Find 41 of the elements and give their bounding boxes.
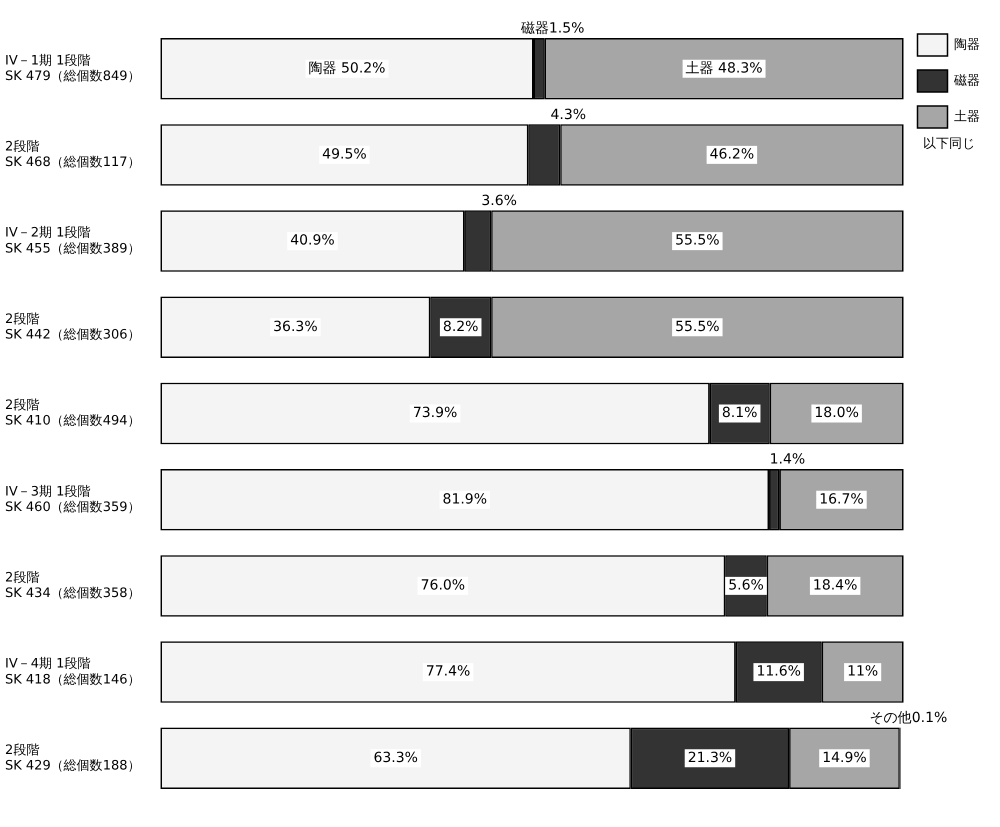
data-label: 40.9% bbox=[290, 232, 335, 249]
data-label: 土器 48.3% bbox=[686, 60, 763, 76]
y-tick-label: 2段階 SK 410（総個数494） bbox=[5, 398, 141, 429]
data-label: 18.4% bbox=[812, 578, 858, 594]
y-tick-label: IV－2期 1段階 SK 455（総個数389） bbox=[5, 226, 141, 256]
data-label: 55.5% bbox=[675, 232, 720, 249]
data-label: 4.3% bbox=[550, 106, 586, 123]
y-tick-label: 2段階 SK 468（総個数117） bbox=[5, 139, 141, 170]
legend-label: 土器 bbox=[954, 109, 980, 124]
text: 以下同じ bbox=[922, 136, 975, 152]
data-label: 1.4% bbox=[770, 452, 806, 468]
y-tick-label: 2段階 SK 429（総個数188） bbox=[5, 742, 141, 774]
data-label: 11% bbox=[847, 664, 878, 680]
data-label: 5.6% bbox=[728, 578, 764, 594]
y-tick-label: IV－1期 1段階 SK 479（総個数849） bbox=[5, 53, 141, 84]
data-label: 16.7% bbox=[819, 491, 864, 508]
text: 陶器 bbox=[954, 37, 980, 52]
data-label: 11.6% bbox=[756, 664, 801, 680]
data-label: 8.1% bbox=[722, 405, 758, 422]
data-label: 36.3% bbox=[273, 318, 318, 335]
y-tick-label: IV－4期 1段階 SK 418（総個数146） bbox=[5, 656, 141, 688]
y-tick-label: 2段階 SK 442（総個数306） bbox=[5, 312, 141, 342]
data-label: 77.4% bbox=[426, 664, 470, 680]
data-label: 21.3% bbox=[688, 750, 732, 766]
legend-label: 磁器 bbox=[953, 73, 980, 88]
data-label: 3.6% bbox=[481, 193, 517, 210]
data-label: 磁器1.5% bbox=[520, 20, 584, 37]
data-label: その他0.1% bbox=[870, 710, 948, 726]
y-tick-label: 2段階 SK 434（総個数358） bbox=[5, 570, 141, 602]
data-label: 81.9% bbox=[442, 491, 488, 508]
data-label: 63.3% bbox=[373, 750, 418, 766]
data-label: 55.5% bbox=[675, 318, 720, 335]
data-label: 14.9% bbox=[822, 750, 867, 766]
data-label: 陶器 50.2% bbox=[308, 60, 386, 76]
data-label: 49.5% bbox=[322, 146, 367, 163]
data-label: 76.0% bbox=[420, 578, 466, 594]
data-label: 46.2% bbox=[710, 146, 754, 163]
y-tick-label: IV－3期 1段階 SK 460（総個数359） bbox=[5, 484, 141, 515]
data-label: 18.0% bbox=[814, 405, 859, 422]
data-label: 73.9% bbox=[412, 405, 458, 422]
data-label: 8.2% bbox=[442, 318, 478, 335]
